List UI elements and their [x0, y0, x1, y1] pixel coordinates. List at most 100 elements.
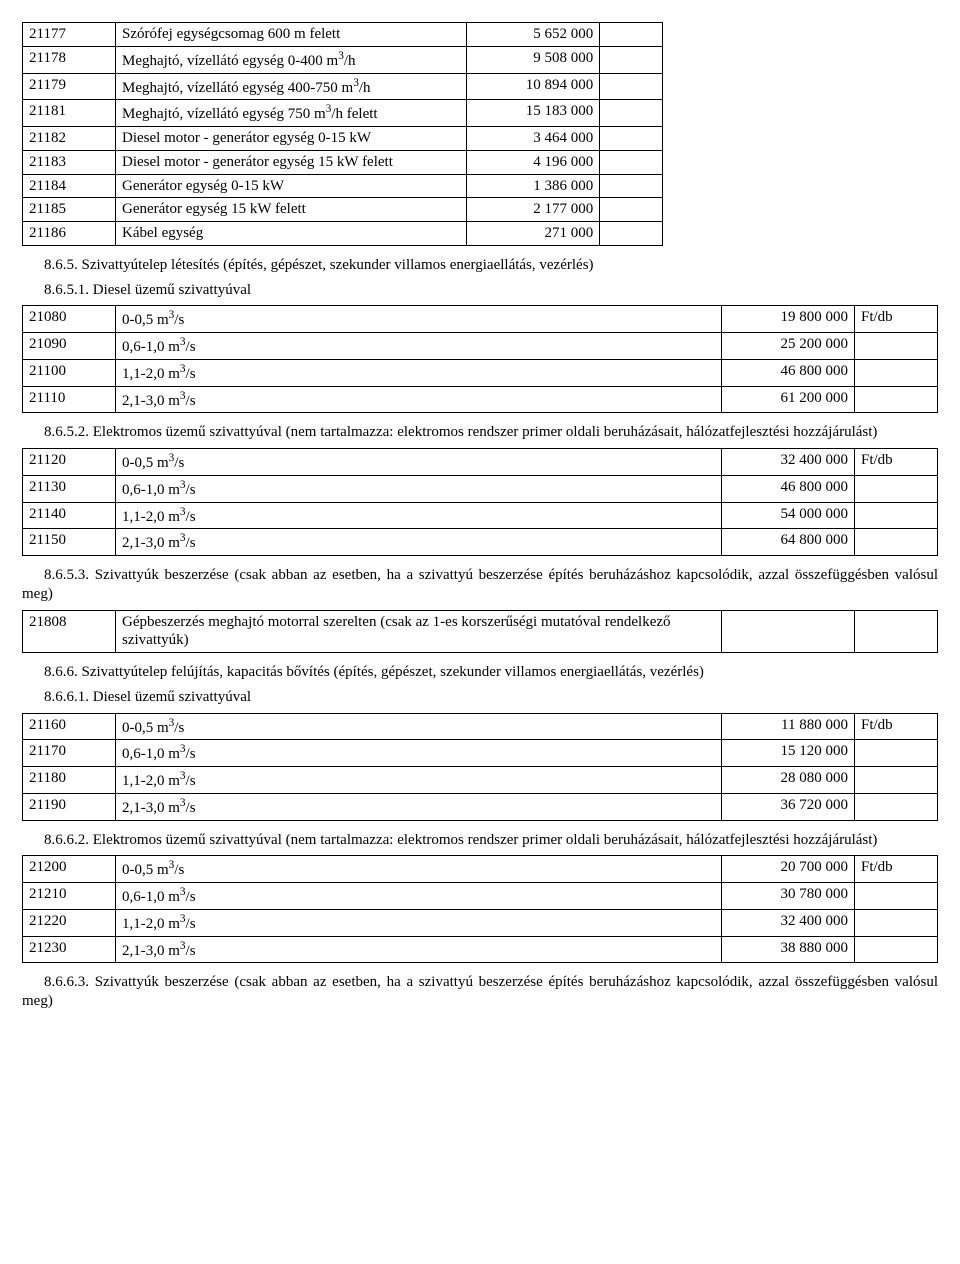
table-row: 211902,1-3,0 m3/s36 720 000 [23, 793, 938, 820]
cell-desc: 2,1-3,0 m3/s [116, 936, 722, 963]
table-row: 212000-0,5 m3/s20 700 000Ft/db [23, 856, 938, 883]
cell-value: 32 400 000 [722, 909, 855, 936]
table-row: 21808Gépbeszerzés meghajtó motorral szer… [23, 610, 938, 653]
cell-code: 21100 [23, 359, 116, 386]
cell-empty [600, 174, 663, 198]
section-8-6-6: 8.6.6. Szivattyútelep felújítás, kapacit… [22, 663, 938, 682]
cell-desc: Gépbeszerzés meghajtó motorral szerelten… [116, 610, 722, 653]
cell-code: 21808 [23, 610, 116, 653]
cell-empty [600, 100, 663, 127]
section-8-6-5-3: 8.6.5.3. Szivattyúk beszerzése (csak abb… [22, 566, 938, 604]
table-row: 21181Meghajtó, vízellátó egység 750 m3/h… [23, 100, 663, 127]
cell-value: 25 200 000 [722, 333, 855, 360]
cell-unit [855, 909, 938, 936]
cell-code: 21160 [23, 713, 116, 740]
cell-code: 21183 [23, 150, 116, 174]
cell-code: 21130 [23, 475, 116, 502]
table-row: 21184Generátor egység 0-15 kW1 386 000 [23, 174, 663, 198]
cell-value: 46 800 000 [722, 475, 855, 502]
cell-empty [600, 23, 663, 47]
cell-value: 5 652 000 [467, 23, 600, 47]
cell-value: 30 780 000 [722, 883, 855, 910]
cell-desc: 2,1-3,0 m3/s [116, 793, 722, 820]
table-row: 211102,1-3,0 m3/s61 200 000 [23, 386, 938, 413]
cell-value: 15 120 000 [722, 740, 855, 767]
cell-desc: 0,6-1,0 m3/s [116, 883, 722, 910]
cell-desc: 0-0,5 m3/s [116, 306, 722, 333]
section-8-6-6-3: 8.6.6.3. Szivattyúk beszerzése (csak abb… [22, 973, 938, 1011]
cell-code: 21110 [23, 386, 116, 413]
table-row: 21179Meghajtó, vízellátó egység 400-750 … [23, 73, 663, 100]
cell-code: 21190 [23, 793, 116, 820]
cell-code: 21200 [23, 856, 116, 883]
cell-unit: Ft/db [855, 856, 938, 883]
cell-code: 21184 [23, 174, 116, 198]
cell-code: 21210 [23, 883, 116, 910]
table-row: 210800-0,5 m3/s19 800 000Ft/db [23, 306, 938, 333]
section-8-6-5-1: 8.6.5.1. Diesel üzemű szivattyúval [22, 281, 938, 300]
table-row: 212100,6-1,0 m3/s30 780 000 [23, 883, 938, 910]
table-8-6-5-3: 21808Gépbeszerzés meghajtó motorral szer… [22, 610, 938, 654]
cell-code: 21180 [23, 767, 116, 794]
table-row: 21178Meghajtó, vízellátó egység 0-400 m3… [23, 46, 663, 73]
cell-code: 21181 [23, 100, 116, 127]
cell-desc: 0-0,5 m3/s [116, 856, 722, 883]
cell-unit [855, 529, 938, 556]
cell-desc: Diesel motor - generátor egység 15 kW fe… [116, 150, 467, 174]
cell-value: 19 800 000 [722, 306, 855, 333]
cell-value: 2 177 000 [467, 198, 600, 222]
cell-value: 15 183 000 [467, 100, 600, 127]
cell-code: 21230 [23, 936, 116, 963]
table-row: 21185Generátor egység 15 kW felett2 177 … [23, 198, 663, 222]
cell-desc: 0,6-1,0 m3/s [116, 475, 722, 502]
cell-desc: 1,1-2,0 m3/s [116, 502, 722, 529]
cell-value: 36 720 000 [722, 793, 855, 820]
cell-desc: Generátor egység 15 kW felett [116, 198, 467, 222]
cell-code: 21220 [23, 909, 116, 936]
cell-code: 21179 [23, 73, 116, 100]
cell-value: 32 400 000 [722, 449, 855, 476]
cell-desc: 1,1-2,0 m3/s [116, 909, 722, 936]
cell-desc: 0-0,5 m3/s [116, 449, 722, 476]
cell-value: 38 880 000 [722, 936, 855, 963]
cell-unit [855, 883, 938, 910]
cell-empty [600, 73, 663, 100]
table-row: 211801,1-2,0 m3/s28 080 000 [23, 767, 938, 794]
cell-value: 4 196 000 [467, 150, 600, 174]
cell-desc: Szórófej egységcsomag 600 m felett [116, 23, 467, 47]
cell-unit [855, 386, 938, 413]
table-row: 211600-0,5 m3/s11 880 000Ft/db [23, 713, 938, 740]
section-8-6-5: 8.6.5. Szivattyútelep létesítés (építés,… [22, 256, 938, 275]
cell-desc: 0-0,5 m3/s [116, 713, 722, 740]
cell-value: 10 894 000 [467, 73, 600, 100]
cell-unit [855, 333, 938, 360]
cell-code: 21170 [23, 740, 116, 767]
cell-unit [855, 740, 938, 767]
cell-code: 21120 [23, 449, 116, 476]
table-row: 21186Kábel egység271 000 [23, 222, 663, 246]
cell-value [722, 610, 855, 653]
cell-value: 3 464 000 [467, 127, 600, 151]
cell-value: 61 200 000 [722, 386, 855, 413]
table-row: 211401,1-2,0 m3/s54 000 000 [23, 502, 938, 529]
table-row: 21183Diesel motor - generátor egység 15 … [23, 150, 663, 174]
cell-value: 271 000 [467, 222, 600, 246]
cell-empty [600, 127, 663, 151]
cell-desc: 0,6-1,0 m3/s [116, 740, 722, 767]
cell-unit: Ft/db [855, 306, 938, 333]
cell-value: 20 700 000 [722, 856, 855, 883]
cell-value: 64 800 000 [722, 529, 855, 556]
cell-code: 21186 [23, 222, 116, 246]
cell-code: 21178 [23, 46, 116, 73]
cell-desc: Meghajtó, vízellátó egység 750 m3/h fele… [116, 100, 467, 127]
cell-unit [855, 610, 938, 653]
cell-desc: Generátor egység 0-15 kW [116, 174, 467, 198]
table-8-6-6-1: 211600-0,5 m3/s11 880 000Ft/db211700,6-1… [22, 713, 938, 821]
cell-code: 21182 [23, 127, 116, 151]
table-row: 211001,1-2,0 m3/s46 800 000 [23, 359, 938, 386]
cell-code: 21150 [23, 529, 116, 556]
table-row: 211300,6-1,0 m3/s46 800 000 [23, 475, 938, 502]
cell-desc: Meghajtó, vízellátó egység 400-750 m3/h [116, 73, 467, 100]
cell-desc: 0,6-1,0 m3/s [116, 333, 722, 360]
cell-desc: Diesel motor - generátor egység 0-15 kW [116, 127, 467, 151]
